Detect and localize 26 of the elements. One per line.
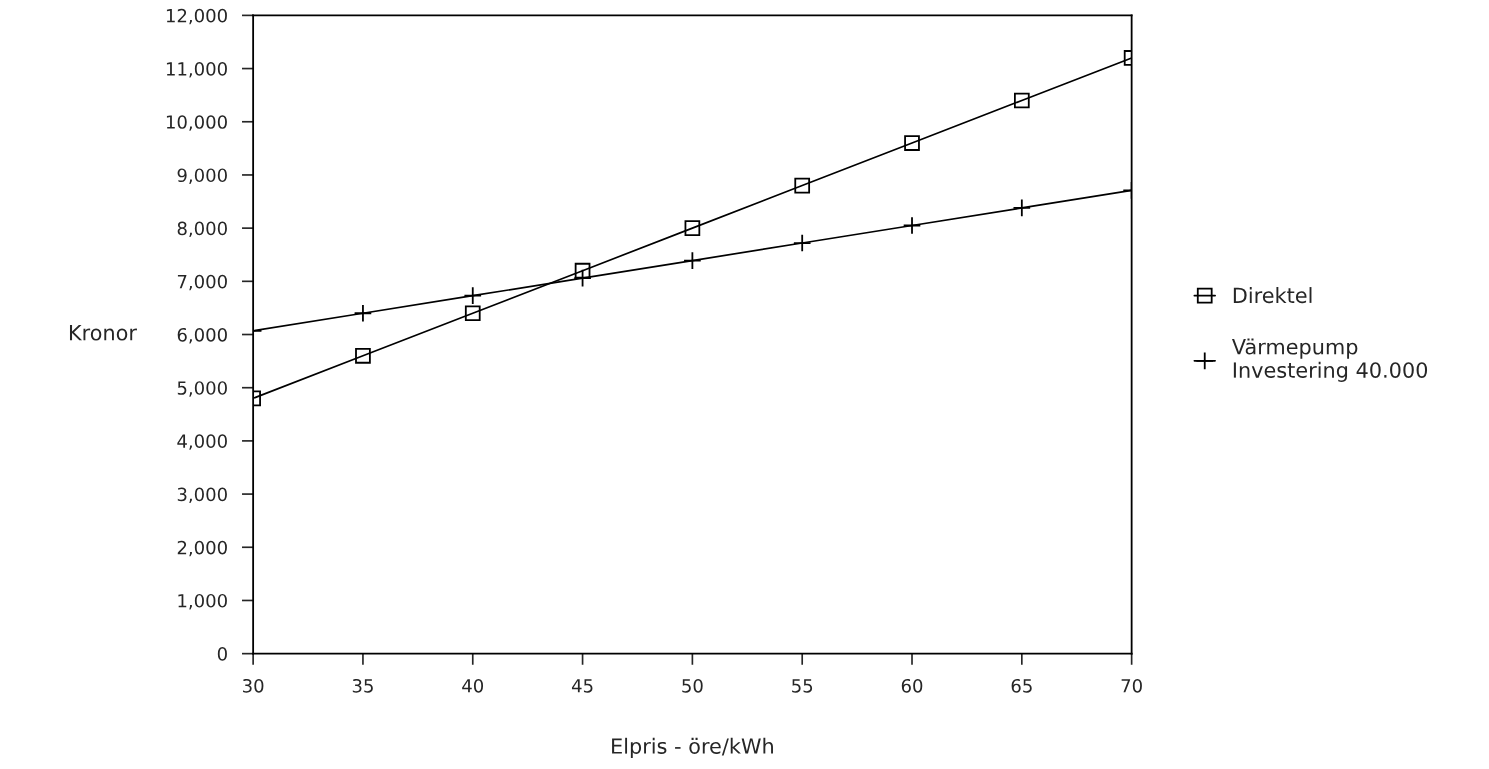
y-tick-label: 4,000 [177,434,227,450]
y-axis-title: Kronor [69,325,137,341]
y-tick-label: 7,000 [177,274,227,291]
x-tick-label: 50 [682,678,703,693]
y-tick-label: 2,000 [177,540,227,557]
x-tick-label: 60 [901,678,923,693]
legend-label: Direktel [1233,287,1312,304]
y-tick-label: 0 [217,647,227,661]
x-tick-label: 40 [462,678,484,693]
x-tick-label: 35 [352,678,373,693]
y-tick-label: 3,000 [177,487,227,504]
x-tick-label: 55 [792,679,813,693]
y-tick-label: 5,000 [177,381,227,397]
x-tick-label: 65 [1011,678,1032,693]
x-tick-label: 45 [571,679,593,693]
y-tick-label: 11,000 [166,62,227,78]
y-tick-label: 12,000 [166,8,227,25]
y-tick-label: 10,000 [166,115,227,131]
y-tick-label: 8,000 [177,221,227,238]
x-tick-label: 70 [1121,678,1142,693]
x-axis-title: Elpris - öre/kWh [612,737,773,758]
y-tick-label: 9,000 [177,168,227,184]
y-tick-label: 6,000 [177,327,227,344]
x-tick-label: 30 [243,678,264,693]
y-tick-label: 1,000 [178,593,227,610]
legend-label: Värmepump Investering 40.000 [1231,338,1428,382]
